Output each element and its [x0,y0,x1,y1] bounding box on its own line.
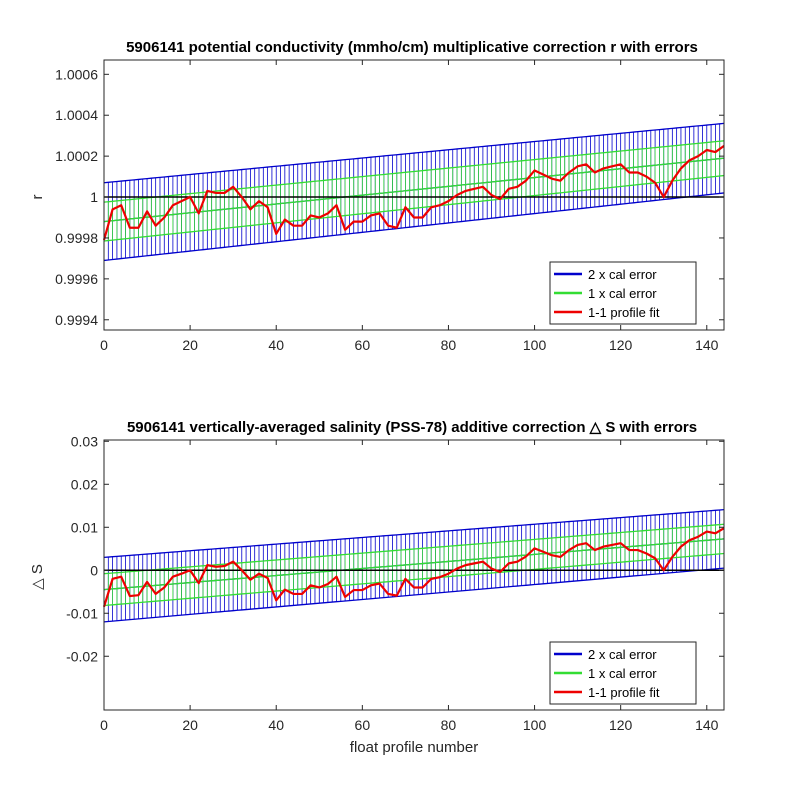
bottom-chart-y-tick-label: 0 [90,562,98,578]
top-chart-x-tick-label: 80 [441,337,457,353]
top-chart-y-tick-label: 1.0004 [55,107,98,123]
top-chart-axes-box [103,59,725,331]
top-chart-y-tick-label: 1 [90,189,98,205]
top-chart-legend-label: 2 x cal error [588,267,657,282]
bottom-chart-panel: 5906141 vertically-averaged salinity (PS… [29,419,725,756]
bottom-chart-y-tick-label: -0.01 [66,605,98,621]
top-chart-x-tick-label: 100 [523,337,547,353]
top-chart-plot-area: 0 20 40 60 80 100 120 140 0.9994 0.9996 0.9998 1 1.0… [55,59,725,353]
bottom-chart-x-tick-label: 80 [441,717,457,733]
top-chart-y-tick-label: 0.9996 [55,271,98,287]
bottom-chart-title: 5906141 vertically-averaged salinity (PS… [127,419,697,436]
bottom-chart-upper-bound-line [103,509,725,559]
top-chart-y-tick-label: 0.9994 [55,312,98,328]
bottom-chart-legend-label: 2 x cal error [588,647,657,662]
top-chart-x-tick-label: 120 [609,337,633,353]
top-chart-center-line [103,157,725,223]
bottom-chart-y-tick-label: 0.01 [71,519,98,535]
top-chart-y-tick-label: 0.9998 [55,230,98,246]
bottom-chart-legend: 2 x cal error 1 x cal error 1-1 profile fi… [549,641,697,705]
bottom-chart-x-tick-label: 100 [523,717,547,733]
top-chart-y-axis-label: r [29,195,46,200]
bottom-chart-center-line [103,538,725,591]
top-chart-upper-bound-line [103,122,725,184]
bottom-chart-lower-bound-line [103,552,725,607]
bottom-chart-x-tick-label: 20 [182,717,198,733]
bottom-chart-y-axis-label: △ S [29,564,46,590]
top-chart-legend-label: 1-1 profile fit [588,305,660,320]
bottom-chart-x-tick-label: 60 [355,717,371,733]
top-chart-profile-fit-line [102,145,725,241]
bottom-chart-x-tick-label: 0 [100,717,108,733]
top-chart-lower-bound-line [103,174,725,242]
top-chart-x-tick-label: 0 [100,337,108,353]
top-chart-lower-bound-line [103,192,725,262]
top-chart-x-tick-label: 140 [695,337,719,353]
bottom-chart-x-axis-label: float profile number [350,739,478,756]
bottom-chart-legend-label: 1 x cal error [588,666,657,681]
top-chart-y-tick-label: 1.0002 [55,148,98,164]
bottom-chart-axes-box [103,439,725,711]
top-chart-title: 5906141 potential conductivity (mmho/cm)… [126,39,698,56]
bottom-chart-x-tick-label: 120 [609,717,633,733]
bottom-chart-y-tick-label: -0.02 [66,648,98,664]
top-chart-x-tick-label: 40 [268,337,284,353]
bottom-chart-legend-label: 1-1 profile fit [588,685,660,700]
top-chart-legend: 2 x cal error 1 x cal error 1-1 profile fi… [549,261,697,325]
bottom-chart-x-tick-label: 140 [695,717,719,733]
bottom-chart-profile-fit-line [102,527,725,608]
bottom-chart-lower-bound-line [103,567,725,623]
top-chart-y-tick-label: 1.0006 [55,66,98,82]
top-chart-x-tick-label: 60 [355,337,371,353]
bottom-chart-y-tick-label: 0.02 [71,476,98,492]
top-chart-x-tick-label: 20 [182,337,198,353]
top-chart-legend-label: 1 x cal error [588,286,657,301]
top-chart-panel: 5906141 potential conductivity (mmho/cm)… [29,39,725,353]
bottom-chart-x-tick-label: 40 [268,717,284,733]
bottom-chart-y-tick-label: 0.03 [71,433,98,449]
